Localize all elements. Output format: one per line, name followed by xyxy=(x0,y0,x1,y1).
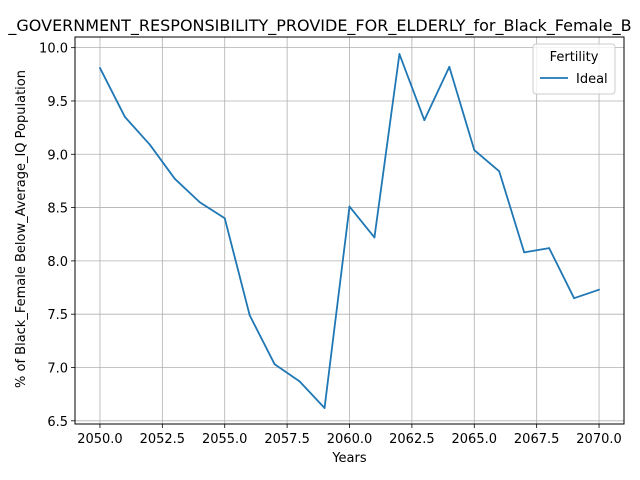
x-tick-label: 2065.0 xyxy=(452,432,498,447)
x-tick-label: 2055.0 xyxy=(202,432,248,447)
data-point xyxy=(573,297,575,300)
y-tick-label: 6.5 xyxy=(47,415,68,430)
grid-lines xyxy=(75,37,624,424)
x-axis-label: Years xyxy=(331,451,367,466)
data-point xyxy=(148,143,151,146)
x-tick-label: 2070.0 xyxy=(576,432,622,447)
x-tick-label: 2057.5 xyxy=(264,432,310,447)
data-point xyxy=(473,149,476,151)
data-point xyxy=(223,217,226,220)
y-tick-label: 8.5 xyxy=(47,202,68,217)
data-point xyxy=(273,363,276,366)
legend-box xyxy=(532,43,616,95)
y-tick-label: 9.0 xyxy=(47,148,68,163)
chart-title: _GOVERNMENT_RESPONSIBILITY_PROVIDE_FOR_E… xyxy=(7,16,631,36)
data-point xyxy=(99,67,101,69)
y-axis: 6.5 7.0 7.5 8.0 8.5 9.0 9.5 10.0 xyxy=(39,42,75,430)
data-point xyxy=(598,288,600,291)
data-point xyxy=(173,177,176,180)
data-point xyxy=(448,65,451,68)
data-point xyxy=(423,119,426,122)
legend-entry-ideal: Ideal xyxy=(576,72,608,87)
x-tick-label: 2062.5 xyxy=(389,432,435,447)
legend: Fertility Ideal xyxy=(532,43,616,95)
data-point xyxy=(373,236,376,239)
y-tick-label: 7.0 xyxy=(47,361,68,376)
y-tick-label: 7.5 xyxy=(47,308,68,323)
legend-title: Fertility xyxy=(550,50,599,65)
x-axis: 2050.0 2052.5 2055.0 2057.5 2060.0 2062.5 2065… xyxy=(77,424,622,447)
y-tick-label: 9.5 xyxy=(47,95,68,110)
data-point xyxy=(323,407,326,409)
data-point xyxy=(124,116,126,118)
x-tick-label: 2060.0 xyxy=(327,432,373,447)
data-point xyxy=(523,251,526,254)
data-point xyxy=(198,201,201,204)
y-axis-label: % of Black_Female Below_Average_IQ Popul… xyxy=(14,70,29,388)
data-point xyxy=(498,170,501,173)
y-tick-label: 10.0 xyxy=(39,42,68,57)
data-point xyxy=(248,314,251,317)
x-tick-label: 2067.5 xyxy=(514,432,560,447)
x-tick-label: 2050.0 xyxy=(77,432,123,447)
data-point xyxy=(398,53,401,55)
y-tick-label: 8.0 xyxy=(47,255,68,270)
series-layer xyxy=(99,53,600,409)
data-point xyxy=(548,247,551,249)
data-point xyxy=(298,380,301,383)
data-point xyxy=(348,205,351,208)
x-tick-label: 2052.5 xyxy=(140,432,186,447)
